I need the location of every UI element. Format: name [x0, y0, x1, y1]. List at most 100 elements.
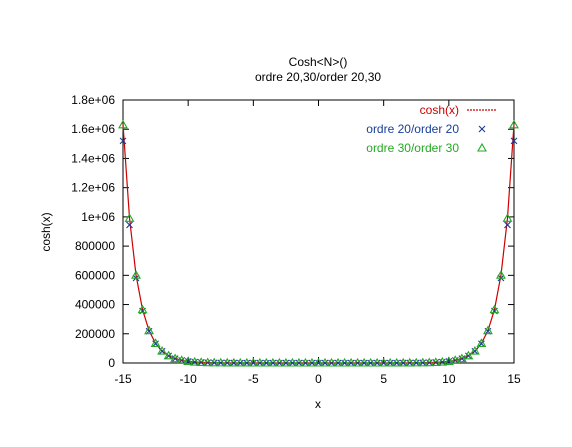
data-point-order30 — [437, 356, 448, 366]
data-point-order20 — [302, 359, 309, 367]
x-axis-label: x — [315, 397, 321, 411]
data-point-order30 — [261, 357, 272, 367]
data-point-order20 — [126, 221, 133, 229]
data-point-order20 — [471, 347, 479, 355]
legend-swatch-triangle — [477, 142, 487, 152]
data-point-order20 — [217, 359, 225, 367]
data-point-order20 — [223, 359, 231, 367]
legend-label: ordre 20/order 20 — [366, 122, 459, 136]
data-point-order20 — [295, 359, 303, 367]
data-point-order20 — [119, 137, 127, 145]
data-point-order30 — [241, 357, 252, 367]
data-point-order20 — [367, 359, 375, 367]
data-point-order30 — [209, 357, 220, 367]
y-tick-label: 1.6e+06 — [71, 122, 115, 136]
data-point-order20 — [386, 359, 394, 367]
data-point-order20 — [458, 355, 466, 363]
data-point-order20 — [412, 359, 420, 367]
data-point-order30 — [326, 357, 337, 367]
y-tick-label: 1.4e+06 — [71, 151, 115, 165]
data-point-order20 — [419, 359, 427, 367]
data-point-order20 — [504, 221, 511, 229]
data-point-order30 — [157, 346, 168, 355]
data-point-order30 — [339, 357, 350, 367]
data-point-order30 — [378, 357, 389, 367]
data-point-order30 — [365, 357, 376, 367]
legend-label: cosh(x) — [420, 103, 459, 117]
data-point-order30 — [280, 357, 291, 367]
data-point-order20 — [262, 359, 270, 367]
data-point-order30 — [496, 270, 506, 279]
data-point-order20 — [347, 359, 355, 367]
data-point-order30 — [131, 270, 141, 279]
data-point-order30 — [189, 356, 200, 366]
data-point-order30 — [294, 357, 304, 367]
data-point-order30 — [391, 357, 402, 367]
data-point-order30 — [150, 338, 161, 347]
chart-subtitle: ordre 20,30/order 20,30 — [255, 70, 381, 84]
legend-swatch-x — [478, 125, 486, 133]
data-point-order20 — [510, 137, 518, 145]
x-tick-label: 15 — [507, 372, 521, 386]
y-tick-label: 800000 — [75, 239, 115, 253]
data-point-order20 — [321, 359, 329, 367]
data-point-order30 — [313, 357, 324, 367]
data-point-order30 — [196, 357, 207, 366]
y-tick-label: 400000 — [75, 298, 115, 312]
data-point-order20 — [282, 359, 290, 367]
y-tick-label: 1.2e+06 — [71, 181, 115, 195]
data-point-order30 — [183, 356, 194, 365]
data-point-order20 — [464, 352, 472, 360]
legend: cosh(x) ordre 20/order 20 ordre 30/order 3… — [366, 103, 497, 155]
data-point-order30 — [417, 357, 428, 367]
data-point-order20 — [315, 359, 322, 367]
data-point-order30 — [254, 357, 265, 367]
data-point-order30 — [385, 357, 396, 367]
data-point-order30 — [320, 357, 330, 367]
x-tick-label: -15 — [114, 372, 132, 386]
data-point-order30 — [215, 357, 226, 367]
data-point-order30 — [489, 304, 500, 314]
plot-area — [122, 99, 515, 364]
data-point-order30 — [228, 357, 239, 367]
x-tick-label: -5 — [248, 372, 259, 386]
data-point-order30 — [430, 357, 441, 366]
data-point-order20 — [171, 355, 179, 363]
data-point-order30 — [124, 213, 135, 222]
data-point-order30 — [346, 357, 357, 367]
y-axis-label: cosh(x) — [39, 212, 53, 251]
plot-frame — [122, 99, 515, 364]
data-point-order30 — [176, 355, 187, 364]
data-point-order30 — [456, 353, 467, 363]
data-point-order20 — [438, 358, 446, 366]
y-tick-label: 1.8e+06 — [71, 93, 115, 107]
data-point-order20 — [334, 359, 342, 367]
x-tick-label: 10 — [442, 372, 456, 386]
data-point-order20 — [197, 359, 205, 366]
data-point-order30 — [267, 357, 278, 367]
data-point-order20 — [360, 359, 368, 367]
data-point-order30 — [476, 338, 487, 347]
data-point-order30 — [202, 357, 213, 367]
data-point-order30 — [411, 357, 422, 367]
axis-ticks: -15 -10 -5 0 5 10 15 0 200000 400000 600000 800000 1… — [71, 93, 521, 386]
data-point-order20 — [432, 359, 440, 366]
x-tick-label: -10 — [179, 372, 197, 386]
chart-title: Cosh<N>() — [289, 55, 348, 69]
data-point-order30 — [359, 357, 370, 367]
series-line-cosh — [122, 124, 515, 364]
y-tick-label: 600000 — [75, 268, 115, 282]
data-point-order30 — [163, 350, 174, 360]
data-point-order30 — [398, 357, 409, 367]
data-point-order20 — [341, 359, 348, 367]
data-point-order30 — [307, 357, 317, 367]
legend-label: ordre 30/order 30 — [366, 141, 459, 155]
data-point-order30 — [144, 325, 155, 335]
data-point-order30 — [137, 304, 148, 314]
x-tick-label: 0 — [315, 372, 322, 386]
data-point-order20 — [425, 359, 433, 367]
data-point-order30 — [482, 325, 493, 335]
data-point-order30 — [287, 357, 298, 367]
data-point-order30 — [424, 357, 435, 367]
